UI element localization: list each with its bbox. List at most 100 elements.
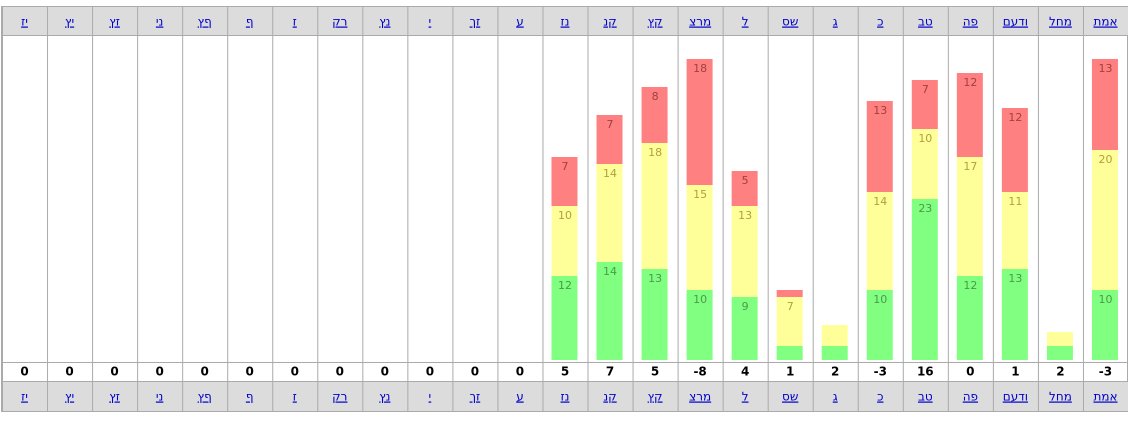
column-footer[interactable]: קץ <box>648 390 663 404</box>
column-total: 0 <box>381 365 389 379</box>
bar-segment <box>956 157 983 276</box>
column-footer[interactable]: ני <box>156 390 164 404</box>
column-total: 0 <box>966 365 974 379</box>
bar-segment <box>911 80 938 129</box>
column-header[interactable]: ל <box>742 15 749 29</box>
bar-segment <box>551 157 578 206</box>
column-header[interactable]: ףץ <box>198 15 212 29</box>
column-footer[interactable]: קנ <box>603 390 616 404</box>
column-header[interactable]: אמת <box>1093 15 1117 29</box>
column-header[interactable]: ני <box>156 15 164 29</box>
column-footer[interactable]: זך <box>470 390 481 404</box>
segment-label: 13 <box>648 272 662 285</box>
column-footer[interactable]: פה <box>963 390 978 404</box>
column-header[interactable]: קץ <box>648 15 663 29</box>
column-total: 0 <box>201 365 209 379</box>
column-total: 0 <box>155 365 163 379</box>
segment-label: 10 <box>693 293 707 306</box>
segment-label: 12 <box>1008 111 1022 124</box>
column-header[interactable]: נץ <box>379 15 390 29</box>
column-total: -3 <box>1099 365 1112 379</box>
column-footer[interactable]: ודעם <box>1003 390 1028 404</box>
column-header[interactable]: זץ <box>109 15 120 29</box>
segment-label: 7 <box>607 118 614 131</box>
bar-segment <box>776 297 803 346</box>
segment-label: 12 <box>963 76 977 89</box>
segment-label: 7 <box>787 300 794 313</box>
column-header[interactable]: ג <box>833 15 838 29</box>
column-header[interactable]: פה <box>963 15 978 29</box>
column-footer[interactable]: טב <box>918 390 933 404</box>
bar-segment <box>866 192 893 290</box>
column-total: 0 <box>471 365 479 379</box>
column-total: 0 <box>246 365 254 379</box>
column-header[interactable]: מחל <box>1049 15 1072 29</box>
bar-segment <box>911 199 938 360</box>
column-footer[interactable]: רק <box>332 390 347 404</box>
column-header[interactable]: יז <box>21 15 28 29</box>
segment-label: 14 <box>873 195 887 208</box>
bar-segment <box>731 297 758 360</box>
column-header[interactable]: כ <box>877 15 883 29</box>
bar-segment <box>911 129 938 199</box>
column-total: 1 <box>786 365 794 379</box>
column-footer[interactable]: יז <box>21 390 28 404</box>
column-footer[interactable]: שס <box>782 390 798 404</box>
column-footer[interactable]: ז <box>293 390 297 404</box>
column-total: -8 <box>693 365 706 379</box>
column-footer[interactable]: יץ <box>65 390 74 404</box>
bar-segment <box>821 346 848 360</box>
segment-label: 10 <box>873 293 887 306</box>
column-header[interactable]: מרצ <box>689 15 711 29</box>
column-header[interactable]: ף <box>246 15 254 29</box>
column-header[interactable]: רק <box>332 15 347 29</box>
bar-segment <box>1046 332 1073 346</box>
column-footer[interactable]: כ <box>877 390 883 404</box>
bar-segment <box>596 164 623 262</box>
bar-segment <box>866 101 893 192</box>
column-header[interactable]: ז <box>293 15 297 29</box>
column-total: 0 <box>20 365 28 379</box>
column-total: 0 <box>516 365 524 379</box>
column-header[interactable]: ע <box>516 15 524 29</box>
segment-label: 23 <box>918 202 932 215</box>
bar-segment <box>596 262 623 360</box>
bar-segment <box>731 206 758 297</box>
column-footer[interactable]: מחל <box>1049 390 1072 404</box>
column-footer[interactable]: מרצ <box>689 390 711 404</box>
column-footer[interactable]: ף <box>246 390 254 404</box>
bar-segment <box>686 290 713 360</box>
segment-label: 5 <box>742 174 749 187</box>
column-header[interactable]: נז <box>561 15 570 29</box>
column-footer[interactable]: זץ <box>109 390 120 404</box>
column-header[interactable]: י <box>429 15 432 29</box>
column-header[interactable]: שס <box>782 15 798 29</box>
column-footer[interactable]: נץ <box>379 390 390 404</box>
bar-segment <box>1046 346 1073 360</box>
column-footer[interactable]: ג <box>833 390 838 404</box>
column-footer[interactable]: ףץ <box>198 390 212 404</box>
column-header[interactable]: קנ <box>603 15 616 29</box>
column-footer[interactable]: נז <box>561 390 570 404</box>
column-footer[interactable]: ל <box>742 390 749 404</box>
column-total: 5 <box>561 365 569 379</box>
column-footer[interactable]: י <box>429 390 432 404</box>
bar-segment <box>641 269 668 360</box>
column-footer[interactable]: אמת <box>1093 390 1117 404</box>
bar-segment <box>1001 108 1028 192</box>
segment-label: 8 <box>652 90 659 103</box>
column-header[interactable]: זך <box>470 15 481 29</box>
column-footer[interactable]: ע <box>516 390 524 404</box>
column-header[interactable]: טב <box>918 15 933 29</box>
column-header[interactable]: ודעם <box>1003 15 1028 29</box>
bar-segment <box>641 87 668 143</box>
footer-row <box>2 382 1128 411</box>
column-total: 1 <box>1011 365 1019 379</box>
column-header[interactable]: יץ <box>65 15 74 29</box>
segment-label: 12 <box>558 279 572 292</box>
bar-segment <box>686 59 713 185</box>
column-total: 0 <box>65 365 73 379</box>
column-total: 0 <box>336 365 344 379</box>
bar-segment <box>866 290 893 360</box>
